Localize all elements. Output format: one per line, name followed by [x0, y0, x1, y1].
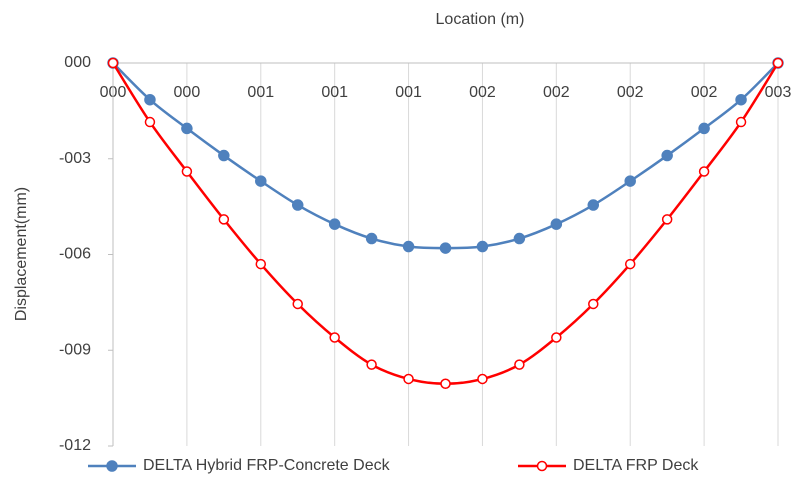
data-point — [181, 166, 193, 177]
series-line — [112, 62, 779, 250]
data-point — [772, 57, 784, 69]
legend-label: DELTA Hybrid FRP-Concrete Deck — [143, 457, 391, 474]
data-point — [477, 373, 488, 385]
x-tick-label: 002 — [617, 84, 644, 101]
x-tick-label: 002 — [469, 84, 496, 101]
data-point — [476, 240, 489, 253]
series-line — [111, 62, 780, 386]
data-point — [624, 258, 636, 270]
legend-marker — [106, 460, 118, 472]
data-point — [218, 214, 230, 225]
data-point — [514, 359, 525, 370]
data-point — [735, 93, 747, 106]
data-point — [550, 218, 563, 230]
data-point — [661, 149, 673, 162]
data-point — [735, 116, 747, 128]
data-point — [218, 149, 230, 162]
data-point — [588, 298, 599, 310]
x-tick-label: 003 — [765, 84, 792, 101]
x-tick-label: 002 — [691, 84, 718, 101]
y-tick-label: -012 — [59, 437, 91, 454]
x-tick-label: 001 — [395, 84, 422, 101]
data-point — [255, 258, 267, 270]
data-point — [144, 116, 156, 128]
data-point — [624, 175, 636, 187]
data-point — [513, 232, 526, 245]
data-point — [329, 332, 340, 343]
data-point — [365, 232, 378, 245]
x-tick-label: 001 — [247, 84, 274, 101]
y-axis-label: Displacement(mm) — [13, 187, 30, 321]
data-point — [292, 298, 303, 310]
data-point — [587, 199, 600, 211]
data-point — [439, 242, 452, 254]
data-point — [551, 332, 562, 343]
data-point — [698, 122, 710, 135]
y-tick-label: -006 — [59, 246, 91, 263]
legend-marker — [536, 460, 548, 472]
data-point — [107, 57, 119, 69]
data-point — [291, 199, 304, 211]
data-point — [144, 93, 156, 106]
chart-title: Location (m) — [436, 11, 525, 28]
x-tick-label: 002 — [543, 84, 570, 101]
x-tick-label: 001 — [321, 84, 348, 101]
data-point — [328, 218, 341, 230]
y-tick-label: 000 — [64, 54, 91, 71]
data-point — [403, 373, 414, 385]
data-point — [181, 122, 193, 135]
data-point — [255, 175, 267, 187]
y-tick-label: -003 — [59, 150, 91, 167]
data-point — [440, 378, 451, 390]
data-point — [402, 240, 415, 253]
x-tick-label: 000 — [174, 84, 201, 101]
legend-label: DELTA FRP Deck — [573, 457, 699, 474]
data-point — [366, 359, 377, 370]
data-point — [661, 214, 673, 225]
data-point — [698, 166, 710, 177]
y-tick-label: -009 — [59, 341, 91, 358]
